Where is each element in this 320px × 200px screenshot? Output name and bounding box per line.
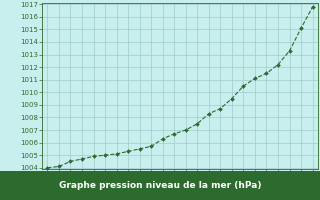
Text: Graphe pression niveau de la mer (hPa): Graphe pression niveau de la mer (hPa) [59, 181, 261, 190]
